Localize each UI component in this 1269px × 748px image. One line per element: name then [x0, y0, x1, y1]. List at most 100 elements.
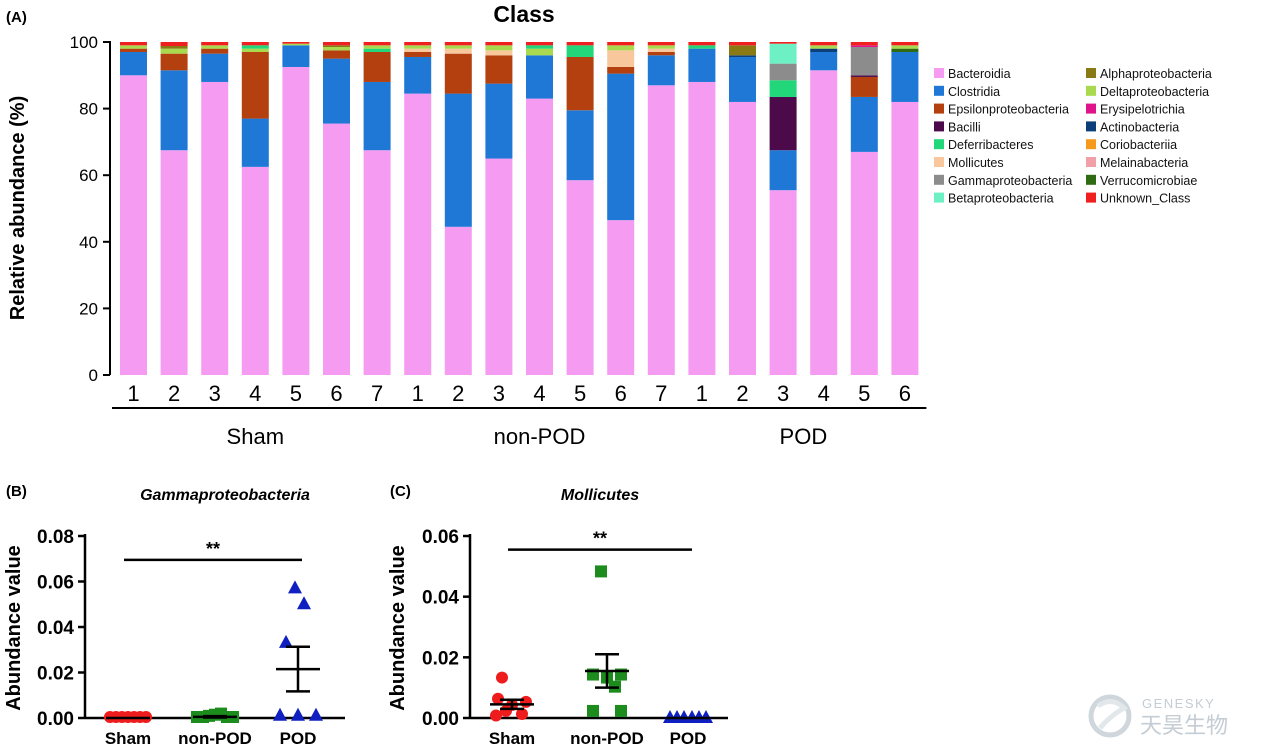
group-label-pod: POD [780, 424, 828, 449]
x-tick-label-pod-6: 6 [899, 381, 911, 406]
legend-entry-verrucomicrobiae: Verrucomicrobiae [1100, 174, 1197, 188]
y-tick-label: 0.00 [422, 709, 459, 730]
legend-entry-bacteroidia: Bacteroidia [948, 67, 1011, 81]
bar-segment-sham-1-clostridia [120, 51, 147, 76]
bar-segment-pod-1-deferribacteres [688, 45, 716, 49]
legend-entry-coriobacteriia: Coriobacteriia [1100, 138, 1177, 152]
bar-segment-pod-4-actinobacteria [810, 48, 838, 52]
x-tick-label-sham-6: 6 [330, 381, 342, 406]
legend-entry-actinobacteria: Actinobacteria [1100, 120, 1179, 134]
bar-segment-pod-6-bacteroidia [891, 101, 919, 375]
x-tick-label-pod-1: 1 [696, 381, 708, 406]
legend-entry-alphaproteobacteria: Alphaproteobacteria [1100, 67, 1212, 81]
significance-label: ** [206, 539, 220, 559]
legend-swatch-erysipelotrichia [1086, 103, 1096, 114]
data-point-pod [309, 707, 323, 721]
data-point-pod [291, 707, 305, 721]
x-tick-label-sham-1: 1 [127, 381, 139, 406]
y-tick-label: 80 [79, 100, 98, 119]
bar-segment-sham-4-clostridia [241, 118, 269, 167]
bar-segment-non-pod-7-clostridia [647, 55, 675, 86]
bar-segment-pod-5-gammaproteobacteria [850, 46, 878, 76]
bar-segment-sham-7-clostridia [363, 81, 391, 151]
y-tick-label: 60 [79, 166, 98, 185]
data-point-pod [288, 580, 302, 594]
bar-segment-pod-5-unknown-class [850, 42, 878, 46]
bar-segment-pod-3-clostridia [769, 150, 797, 191]
bar-segment-sham-3-epsilonproteobacteria [201, 48, 229, 54]
bar-segment-non-pod-2-epsilonproteobacteria [444, 53, 472, 94]
panel-c-label: (C) [390, 483, 411, 500]
bar-segment-non-pod-7-deltaproteobacteria [647, 45, 675, 49]
bar-segment-pod-6-unknown-class [891, 42, 919, 46]
x-tick-label-sham-4: 4 [249, 381, 261, 406]
y-tick-label: 20 [79, 299, 98, 318]
x-tick-label-sham: Sham [105, 729, 151, 748]
bar-segment-non-pod-4-unknown-class [526, 42, 553, 46]
bar-segment-sham-1-bacteroidia [120, 75, 147, 376]
stacked-bar-plot: 0 20 40 60 80 100 1 2 3 4 5 6 7 1 2 3 4 5 6 7 1 2 3 4 5 6 Sham non-… [70, 33, 927, 449]
bar-segment-sham-3-clostridia [201, 53, 229, 82]
legend-entry-mollicutes: Mollicutes [948, 156, 1004, 170]
bar-segment-sham-2-bacteroidia [160, 150, 188, 375]
bar-segment-sham-5-bacteroidia [282, 66, 310, 375]
bar-segment-pod-3-bacilli [769, 96, 797, 151]
chart-b-ylabel: Abundance value [3, 545, 25, 711]
bar-segment-sham-6-alphaproteobacteria [323, 45, 350, 47]
x-tick-label-non-pod: non-POD [570, 729, 644, 748]
bar-segment-pod-3-deferribacteres [769, 80, 797, 97]
bar-segment-pod-4-unknown-class [810, 42, 838, 46]
bar-segment-sham-2-clostridia [160, 70, 188, 151]
y-tick-label: 0.00 [37, 709, 74, 730]
bar-segment-non-pod-7-unknown-class [647, 42, 675, 46]
group-label-non-pod: non-POD [494, 424, 586, 449]
data-point-non-pod [615, 704, 627, 717]
group-label-sham: Sham [227, 424, 284, 449]
data-point-non-pod [595, 565, 607, 578]
bar-segment-pod-4-bacteroidia [810, 70, 838, 376]
panel-a-label: (A) [6, 9, 27, 26]
bar-segment-sham-6-clostridia [323, 58, 350, 124]
bar-segment-non-pod-1-epsilonproteobacteria [404, 51, 432, 57]
legend-entry-unknown-class: Unknown_Class [1100, 192, 1190, 206]
bar-segment-non-pod-4-bacteroidia [526, 98, 553, 376]
y-tick-label: 0.04 [37, 618, 74, 639]
bar-segment-non-pod-5-clostridia [566, 110, 594, 181]
bar-segment-non-pod-6-unknown-class [607, 42, 635, 46]
bar-segment-pod-5-epsilonproteobacteria [850, 76, 878, 97]
bar-segment-sham-6-bacteroidia [323, 123, 350, 376]
chart-c-title: Mollicutes [561, 487, 639, 504]
bar-segment-sham-4-deferribacteres [241, 45, 269, 49]
bar-segment-non-pod-6-clostridia [607, 73, 635, 221]
bar-segment-non-pod-3-mollicutes [485, 50, 513, 56]
bar-segment-pod-5-bacteroidia [850, 151, 878, 375]
legend-swatch-verrucomicrobiae [1086, 174, 1096, 185]
bar-segment-non-pod-6-bacteroidia [607, 220, 635, 375]
x-tick-label-non-pod-2: 2 [452, 381, 464, 406]
bar-segment-non-pod-4-clostridia [526, 55, 553, 99]
bar-segment-pod-4-deltaproteobacteria [810, 45, 838, 49]
bar-segment-sham-6-epsilonproteobacteria [323, 50, 350, 59]
bar-segment-non-pod-5-deferribacteres [566, 45, 594, 57]
watermark-cn: 天昊生物 [1140, 713, 1228, 738]
bar-segment-non-pod-7-bacteroidia [647, 85, 675, 375]
legend-swatch-clostridia [934, 85, 944, 96]
bar-segment-sham-2-alphaproteobacteria [160, 45, 188, 49]
chart-b-title: Gammaproteobacteria [140, 487, 310, 504]
data-point-pod [699, 710, 713, 723]
y-tick-label: 40 [79, 233, 98, 252]
bar-segment-non-pod-3-epsilonproteobacteria [485, 55, 513, 84]
significance-label: ** [593, 529, 607, 549]
bar-segment-non-pod-4-deltaproteobacteria [526, 48, 553, 56]
y-tick-label: 0.02 [422, 648, 459, 669]
bar-segment-sham-4-deltaproteobacteria [241, 48, 269, 52]
y-tick-label: 0.06 [37, 573, 74, 594]
bar-segment-non-pod-4-deferribacteres [526, 45, 553, 49]
legend-swatch-deltaproteobacteria [1086, 85, 1096, 96]
legend-entry-melainabacteria: Melainabacteria [1100, 156, 1188, 170]
legend-swatch-alphaproteobacteria [1086, 68, 1096, 78]
legend-swatch-melainabacteria [1086, 157, 1096, 167]
data-point-pod [273, 707, 287, 721]
bar-segment-non-pod-3-deltaproteobacteria [485, 45, 513, 51]
